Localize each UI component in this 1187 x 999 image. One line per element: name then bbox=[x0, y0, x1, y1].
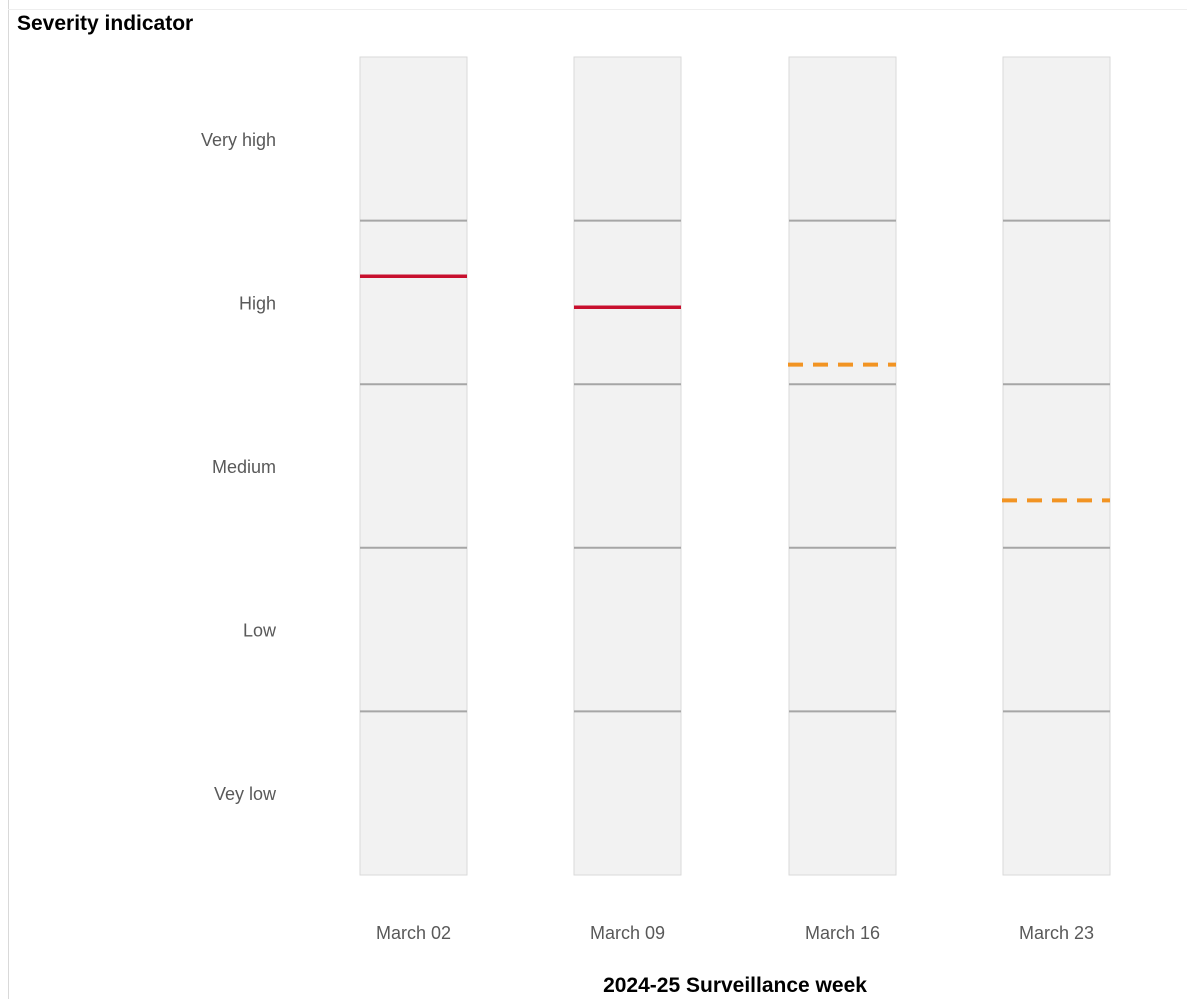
severity-column bbox=[788, 56, 897, 876]
severity-column bbox=[359, 56, 468, 876]
level-label: Vey low bbox=[214, 784, 277, 804]
level-label: High bbox=[239, 293, 276, 313]
category-tick-label: March 16 bbox=[805, 923, 880, 943]
x-axis-label: 2024-25 Surveillance week bbox=[603, 974, 867, 997]
severity-column bbox=[1002, 56, 1111, 876]
top-border-line bbox=[8, 9, 1187, 10]
category-tick-label: March 02 bbox=[376, 923, 451, 943]
left-border-line bbox=[8, 0, 9, 999]
category-tick-label: March 09 bbox=[590, 923, 665, 943]
level-label: Very high bbox=[201, 130, 276, 150]
category-tick-label: March 23 bbox=[1019, 923, 1094, 943]
level-label: Low bbox=[243, 621, 277, 641]
severity-column bbox=[573, 56, 682, 876]
level-label: Medium bbox=[212, 457, 276, 477]
chart-title: Severity indicator bbox=[17, 12, 194, 35]
